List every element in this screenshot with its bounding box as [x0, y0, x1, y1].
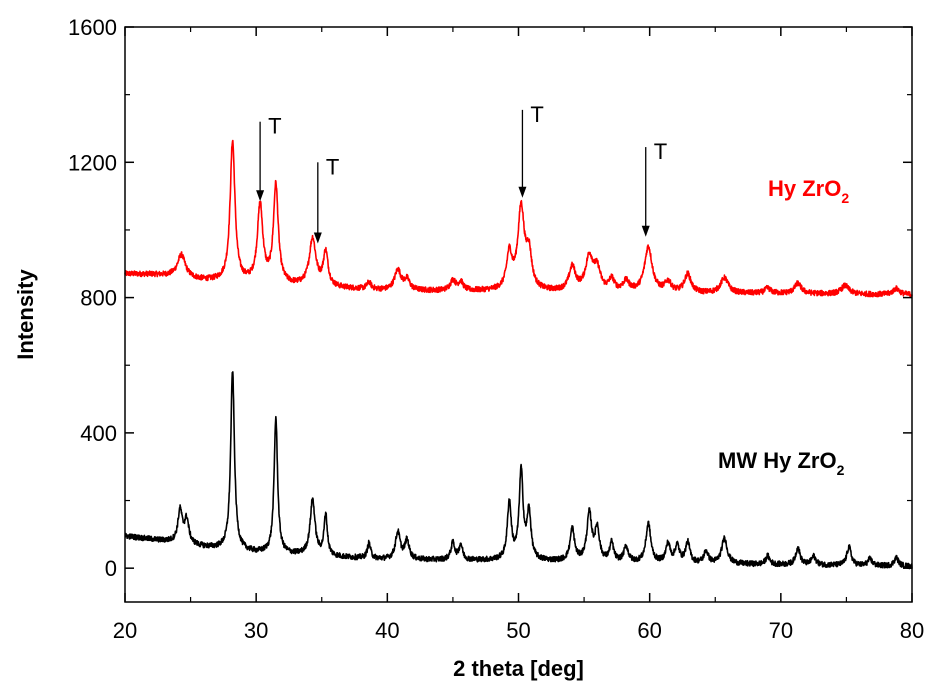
y-tick-label: 1600 [68, 15, 117, 40]
x-tick-label: 80 [900, 618, 924, 643]
annotation-label: T [268, 114, 281, 139]
series-label: MW Hy ZrO2 [718, 448, 845, 478]
y-tick-label: 800 [80, 286, 117, 311]
x-tick-label: 30 [244, 618, 268, 643]
annotation-label: T [326, 154, 339, 179]
y-tick-label: 0 [105, 556, 117, 581]
series-line [124, 371, 913, 570]
series-line [124, 139, 913, 298]
annotation-arrow-head [518, 186, 527, 198]
x-axis-title: 2 theta [deg] [453, 656, 584, 681]
y-tick-label: 400 [80, 421, 117, 446]
annotation-arrow-head [256, 190, 265, 202]
x-tick-label: 60 [637, 618, 661, 643]
series-label: Hy ZrO2 [768, 176, 849, 206]
y-axis-title: Intensity [13, 269, 38, 360]
annotation-label: T [654, 139, 667, 164]
x-tick-label: 50 [506, 618, 530, 643]
x-tick-label: 70 [769, 618, 793, 643]
x-tick-label: 40 [375, 618, 399, 643]
plot-area [124, 139, 913, 570]
annotation-label: T [530, 102, 543, 127]
series-labels: Hy ZrO2 MW Hy ZrO2 [718, 176, 849, 478]
y-tick-label: 1200 [68, 150, 117, 175]
peak-annotations: T T T T [256, 102, 667, 244]
x-tick-label: 20 [113, 618, 137, 643]
annotation-arrow-head [313, 232, 322, 244]
annotation-arrow-head [641, 225, 650, 237]
